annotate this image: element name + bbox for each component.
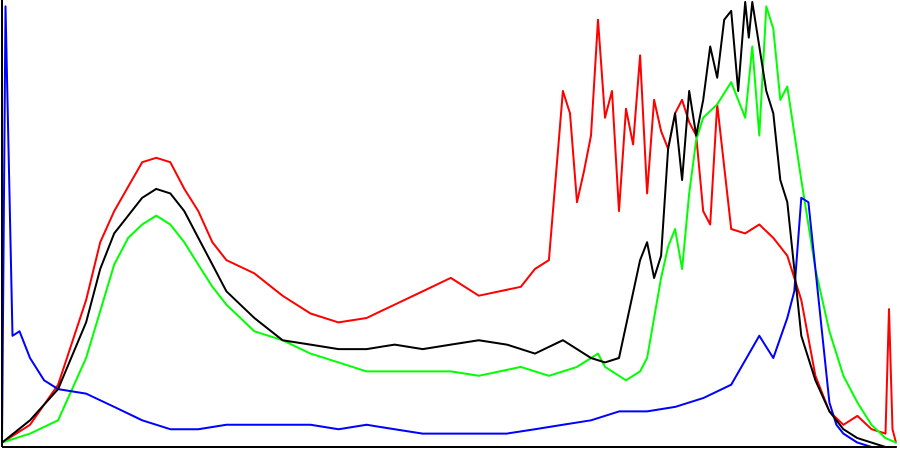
series-line-1 <box>1 5 897 444</box>
series-line-2 <box>1 5 897 448</box>
series-line-0 <box>1 18 897 444</box>
